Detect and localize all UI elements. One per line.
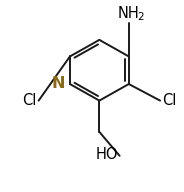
Text: N: N — [52, 76, 65, 91]
Text: HO: HO — [95, 147, 118, 162]
Text: Cl: Cl — [162, 93, 176, 108]
Text: 2: 2 — [137, 12, 144, 22]
Text: NH: NH — [118, 7, 140, 22]
Text: Cl: Cl — [22, 93, 37, 108]
